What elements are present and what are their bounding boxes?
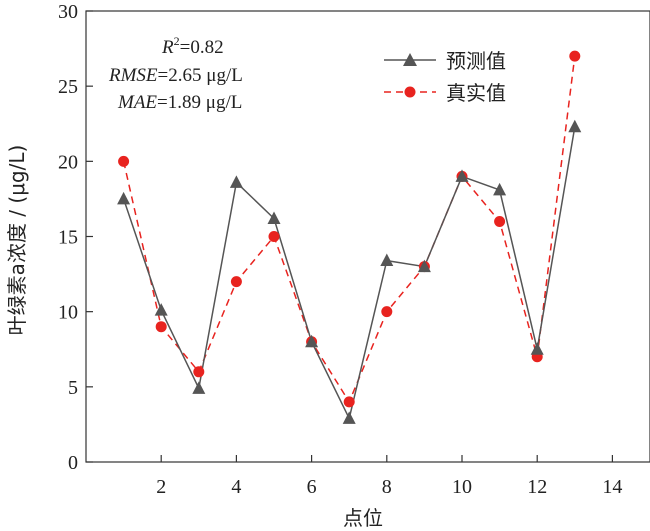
y-axis-label: 叶绿素a浓度 / (μg/L) (5, 145, 29, 336)
series-layer (117, 50, 582, 424)
y-tick-label: 20 (58, 151, 78, 173)
legend-actual-label: 真实值 (446, 81, 506, 105)
predicted-point (117, 191, 131, 205)
predicted-point (267, 211, 281, 224)
predicted-point (455, 169, 469, 182)
y-tick-label: 5 (68, 377, 78, 399)
legend: 预测值 真实值 (384, 49, 506, 105)
x-tick-label: 10 (452, 476, 472, 498)
actual-point (494, 215, 506, 227)
y-tick-label: 0 (68, 452, 78, 474)
predicted-point (380, 253, 394, 267)
series-line-predicted (122, 126, 576, 421)
predicted-point (229, 175, 243, 188)
y-tick-label: 25 (58, 76, 78, 98)
y-axis-ticks: 0 5 10 15 20 25 30 (58, 1, 93, 474)
stats-annotation: R2=0.82 RMSE=2.65 μg/L MAE=1.89 μg/L (108, 34, 243, 113)
actual-point (343, 396, 355, 408)
rmse-annotation: RMSE=2.65 μg/L (108, 65, 243, 86)
x-tick-label: 14 (602, 476, 622, 498)
x-tick-label: 4 (231, 476, 241, 498)
legend-predicted-label: 预测值 (446, 49, 506, 73)
y-tick-label: 30 (58, 1, 78, 23)
actual-point (381, 306, 393, 318)
actual-point (118, 155, 130, 167)
predicted-point (493, 182, 507, 196)
x-tick-label: 2 (156, 476, 166, 498)
legend-predicted-marker (403, 53, 417, 66)
actual-point (193, 366, 205, 378)
y-tick-label: 15 (58, 227, 78, 249)
x-axis-ticks: 2 4 6 8 10 12 14 (156, 455, 622, 498)
legend-actual-marker (404, 86, 416, 98)
predicted-point (342, 411, 356, 424)
predicted-point (154, 303, 168, 316)
predicted-point (192, 381, 206, 394)
x-tick-label: 8 (382, 476, 392, 498)
predicted-point (417, 259, 431, 273)
mae-annotation: MAE=1.89 μg/L (117, 92, 242, 113)
predicted-point (530, 342, 544, 355)
actual-point (230, 276, 242, 288)
actual-point (569, 50, 581, 62)
y-tick-label: 10 (58, 302, 78, 324)
predicted-point (305, 334, 319, 348)
actual-point (155, 321, 167, 333)
predicted-point (568, 119, 582, 133)
x-tick-label: 12 (527, 476, 547, 498)
x-tick-label: 6 (307, 476, 317, 498)
r2-annotation: R2=0.82 (161, 34, 224, 58)
actual-point (268, 231, 280, 242)
x-axis-label: 点位 (343, 506, 383, 530)
